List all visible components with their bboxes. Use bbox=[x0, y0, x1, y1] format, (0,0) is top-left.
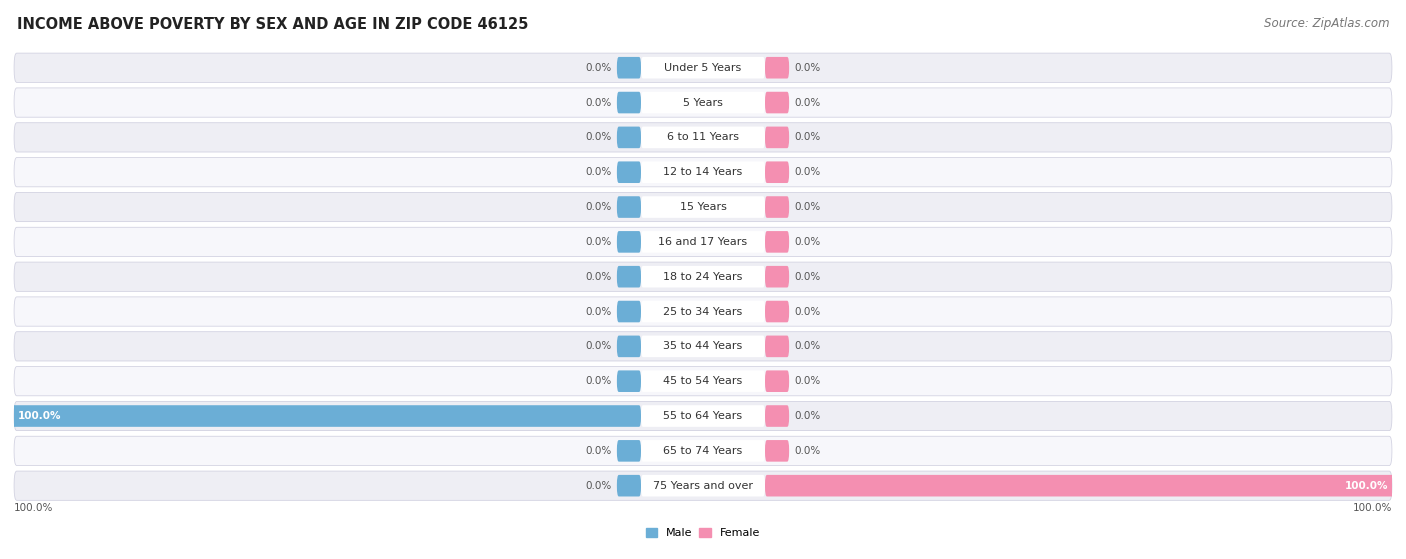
Text: 0.0%: 0.0% bbox=[794, 98, 821, 107]
FancyBboxPatch shape bbox=[641, 162, 765, 183]
FancyBboxPatch shape bbox=[641, 266, 765, 287]
FancyBboxPatch shape bbox=[765, 196, 789, 218]
FancyBboxPatch shape bbox=[14, 297, 1392, 326]
FancyBboxPatch shape bbox=[617, 440, 641, 462]
Text: 5 Years: 5 Years bbox=[683, 98, 723, 107]
Text: 100.0%: 100.0% bbox=[14, 503, 53, 513]
Text: 75 Years and over: 75 Years and over bbox=[652, 481, 754, 491]
FancyBboxPatch shape bbox=[14, 436, 1392, 466]
FancyBboxPatch shape bbox=[765, 57, 789, 78]
Text: 35 to 44 Years: 35 to 44 Years bbox=[664, 342, 742, 352]
Text: 0.0%: 0.0% bbox=[794, 446, 821, 456]
FancyBboxPatch shape bbox=[14, 192, 1392, 222]
FancyBboxPatch shape bbox=[14, 158, 1392, 187]
Text: 6 to 11 Years: 6 to 11 Years bbox=[666, 132, 740, 143]
FancyBboxPatch shape bbox=[641, 475, 765, 496]
Text: 0.0%: 0.0% bbox=[585, 272, 612, 282]
Text: 0.0%: 0.0% bbox=[585, 98, 612, 107]
Text: 0.0%: 0.0% bbox=[794, 376, 821, 386]
FancyBboxPatch shape bbox=[617, 475, 641, 496]
FancyBboxPatch shape bbox=[14, 471, 1392, 500]
Text: 100.0%: 100.0% bbox=[17, 411, 60, 421]
FancyBboxPatch shape bbox=[617, 371, 641, 392]
Text: 0.0%: 0.0% bbox=[794, 132, 821, 143]
Text: 0.0%: 0.0% bbox=[794, 167, 821, 177]
FancyBboxPatch shape bbox=[765, 126, 789, 148]
FancyBboxPatch shape bbox=[617, 162, 641, 183]
FancyBboxPatch shape bbox=[641, 301, 765, 323]
Text: 25 to 34 Years: 25 to 34 Years bbox=[664, 306, 742, 316]
FancyBboxPatch shape bbox=[641, 57, 765, 78]
FancyBboxPatch shape bbox=[617, 301, 641, 323]
Text: 0.0%: 0.0% bbox=[794, 202, 821, 212]
Text: 0.0%: 0.0% bbox=[794, 237, 821, 247]
Text: 0.0%: 0.0% bbox=[585, 342, 612, 352]
FancyBboxPatch shape bbox=[617, 126, 641, 148]
FancyBboxPatch shape bbox=[617, 335, 641, 357]
Text: Under 5 Years: Under 5 Years bbox=[665, 63, 741, 73]
FancyBboxPatch shape bbox=[641, 335, 765, 357]
FancyBboxPatch shape bbox=[765, 266, 789, 287]
FancyBboxPatch shape bbox=[14, 331, 1392, 361]
FancyBboxPatch shape bbox=[14, 228, 1392, 257]
Text: 0.0%: 0.0% bbox=[585, 481, 612, 491]
Text: Source: ZipAtlas.com: Source: ZipAtlas.com bbox=[1264, 17, 1389, 30]
FancyBboxPatch shape bbox=[14, 123, 1392, 152]
FancyBboxPatch shape bbox=[617, 57, 641, 78]
FancyBboxPatch shape bbox=[14, 401, 1392, 430]
Text: 0.0%: 0.0% bbox=[585, 132, 612, 143]
FancyBboxPatch shape bbox=[14, 262, 1392, 291]
Text: 0.0%: 0.0% bbox=[794, 272, 821, 282]
FancyBboxPatch shape bbox=[765, 92, 789, 113]
FancyBboxPatch shape bbox=[14, 367, 1392, 396]
FancyBboxPatch shape bbox=[765, 231, 789, 253]
FancyBboxPatch shape bbox=[641, 371, 765, 392]
FancyBboxPatch shape bbox=[14, 53, 1392, 82]
Text: 0.0%: 0.0% bbox=[585, 63, 612, 73]
Text: 0.0%: 0.0% bbox=[585, 202, 612, 212]
FancyBboxPatch shape bbox=[641, 440, 765, 462]
FancyBboxPatch shape bbox=[641, 92, 765, 113]
Text: 45 to 54 Years: 45 to 54 Years bbox=[664, 376, 742, 386]
FancyBboxPatch shape bbox=[0, 405, 641, 427]
FancyBboxPatch shape bbox=[641, 126, 765, 148]
Text: INCOME ABOVE POVERTY BY SEX AND AGE IN ZIP CODE 46125: INCOME ABOVE POVERTY BY SEX AND AGE IN Z… bbox=[17, 17, 529, 32]
Text: 0.0%: 0.0% bbox=[794, 342, 821, 352]
Text: 16 and 17 Years: 16 and 17 Years bbox=[658, 237, 748, 247]
Text: 0.0%: 0.0% bbox=[585, 237, 612, 247]
Text: 0.0%: 0.0% bbox=[585, 306, 612, 316]
FancyBboxPatch shape bbox=[765, 475, 1406, 496]
Text: 100.0%: 100.0% bbox=[1353, 503, 1392, 513]
FancyBboxPatch shape bbox=[765, 301, 789, 323]
Text: 100.0%: 100.0% bbox=[1346, 481, 1389, 491]
Text: 15 Years: 15 Years bbox=[679, 202, 727, 212]
Text: 65 to 74 Years: 65 to 74 Years bbox=[664, 446, 742, 456]
FancyBboxPatch shape bbox=[641, 231, 765, 253]
Text: 0.0%: 0.0% bbox=[585, 376, 612, 386]
FancyBboxPatch shape bbox=[765, 405, 789, 427]
FancyBboxPatch shape bbox=[14, 88, 1392, 117]
FancyBboxPatch shape bbox=[765, 335, 789, 357]
FancyBboxPatch shape bbox=[617, 196, 641, 218]
Text: 0.0%: 0.0% bbox=[794, 411, 821, 421]
FancyBboxPatch shape bbox=[617, 266, 641, 287]
Text: 0.0%: 0.0% bbox=[585, 167, 612, 177]
Text: 0.0%: 0.0% bbox=[585, 446, 612, 456]
FancyBboxPatch shape bbox=[641, 405, 765, 427]
FancyBboxPatch shape bbox=[617, 92, 641, 113]
FancyBboxPatch shape bbox=[641, 196, 765, 218]
Text: 0.0%: 0.0% bbox=[794, 306, 821, 316]
Text: 55 to 64 Years: 55 to 64 Years bbox=[664, 411, 742, 421]
FancyBboxPatch shape bbox=[765, 440, 789, 462]
FancyBboxPatch shape bbox=[765, 162, 789, 183]
Text: 18 to 24 Years: 18 to 24 Years bbox=[664, 272, 742, 282]
FancyBboxPatch shape bbox=[765, 371, 789, 392]
Legend: Male, Female: Male, Female bbox=[641, 523, 765, 543]
FancyBboxPatch shape bbox=[617, 231, 641, 253]
Text: 12 to 14 Years: 12 to 14 Years bbox=[664, 167, 742, 177]
Text: 0.0%: 0.0% bbox=[794, 63, 821, 73]
